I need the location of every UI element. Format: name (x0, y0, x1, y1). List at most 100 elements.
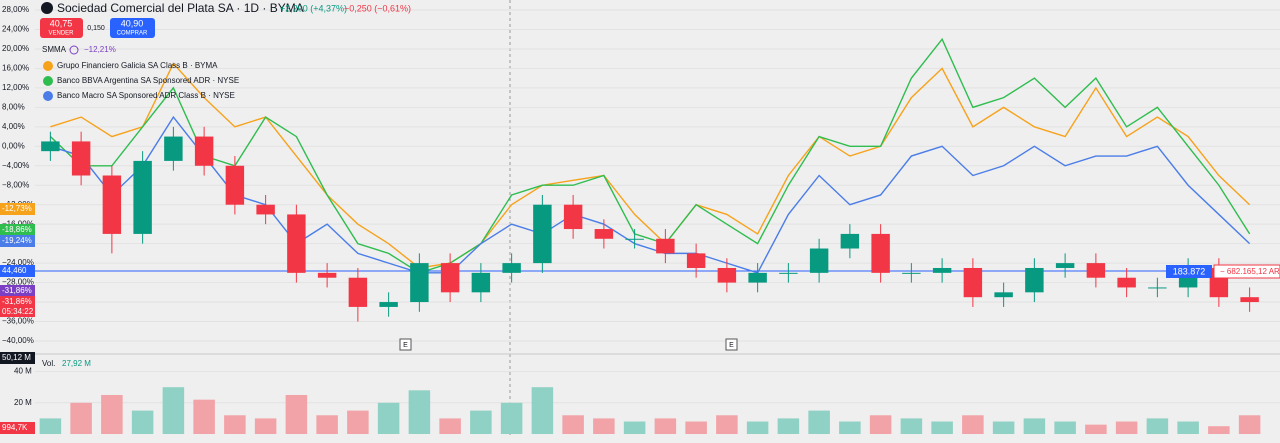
event-label[interactable]: E (403, 342, 408, 349)
symbol-icon (41, 2, 53, 14)
candle-body (256, 204, 275, 215)
volume-bar (685, 421, 707, 434)
volume-bar (654, 418, 677, 434)
y-tick-label: 28,00% (2, 5, 29, 14)
volume-title: Vol. (42, 359, 55, 368)
volume-bar (1023, 418, 1046, 434)
legend-label: Banco Macro SA Sponsored ADR Class B · N… (57, 91, 235, 100)
candle-body (1148, 287, 1167, 289)
volume-value: 27,92 M (62, 359, 91, 368)
comparison-line (49, 37, 1251, 274)
sell-price[interactable]: 40,75 (50, 18, 73, 28)
volume-bar (377, 402, 400, 434)
volume-bar (531, 387, 554, 434)
candle-body (440, 263, 460, 293)
event-marker[interactable] (399, 338, 412, 351)
buy-price[interactable]: 40,90 (121, 18, 144, 28)
candle-body (748, 272, 767, 283)
axis-tag-label: -18,86% (2, 225, 32, 234)
volume-bar (777, 418, 800, 434)
volume-bar (716, 415, 738, 434)
y-tick-label: 40 M (14, 367, 32, 376)
volume-bar (593, 418, 615, 434)
axis-tag-label: 50,12 M (2, 353, 31, 362)
y-tick-label: −24,00% (2, 258, 34, 267)
axis-tag (0, 265, 35, 277)
candle-body (563, 204, 583, 230)
event-label[interactable]: E (729, 342, 734, 349)
candle-body (71, 141, 91, 176)
volume-bar (224, 415, 246, 434)
volume-bar (254, 418, 277, 434)
buy-button[interactable] (110, 18, 155, 38)
volume-bar (1238, 415, 1261, 434)
candle-body (656, 238, 675, 254)
axis-tag (0, 296, 35, 308)
candle-body (717, 267, 737, 283)
volume-bar (1115, 421, 1138, 434)
volume-bar (869, 415, 892, 434)
candle-body (225, 165, 245, 205)
pnl-tag (1213, 264, 1280, 279)
candle-body (625, 238, 644, 240)
volume-bar (316, 415, 338, 434)
candle-body (133, 160, 152, 234)
volume-bar (408, 390, 431, 434)
sell-label[interactable]: VENDER (48, 31, 74, 37)
axis-tag (0, 285, 35, 297)
axis-tag-label: 994,7K (2, 423, 28, 432)
y-tick-label: −16,00% (2, 219, 34, 228)
volume-bar (562, 415, 584, 434)
volume-bar (162, 387, 185, 434)
y-tick-label: 20 M (14, 398, 32, 407)
volume-bar (101, 395, 123, 434)
y-tick-label: 0,00% (2, 141, 25, 150)
y-tick-label: −28,00% (2, 278, 34, 287)
legend-icon (43, 91, 53, 101)
timer-tag (0, 307, 35, 317)
candle-body (779, 272, 798, 274)
volume-bar (439, 418, 461, 434)
volume-bar (808, 410, 830, 434)
buy-label[interactable]: COMPRAR (117, 31, 148, 37)
volume-bar (347, 410, 369, 434)
y-tick-label: −4,00% (2, 161, 29, 170)
candle-body (1086, 263, 1106, 278)
change: +2,200 (+4,37%) (280, 3, 347, 13)
volume-bar (962, 415, 984, 434)
sell-button[interactable] (40, 18, 83, 38)
candle-body (963, 267, 983, 298)
change: −0,250 (−0,61%) (344, 3, 411, 13)
comparison-line (50, 115, 1251, 274)
axis-tag-label: 44,460 (2, 266, 27, 275)
candle-body (164, 136, 183, 161)
candle-body (1240, 297, 1259, 303)
y-tick-label: 8,00% (2, 102, 25, 111)
volume-bar (1085, 424, 1107, 434)
candle-body (194, 136, 214, 166)
volume-bar (131, 410, 154, 434)
volume-bar (285, 395, 308, 434)
candle-body (932, 267, 952, 273)
candle-body (686, 253, 706, 268)
volume-bar (1177, 421, 1199, 434)
legend-label: Grupo Financiero Galicia SA Class B · BY… (57, 61, 218, 70)
candle-body (41, 141, 60, 152)
y-tick-label: −8,00% (2, 180, 29, 189)
volume-bar (39, 418, 62, 434)
axis-tag-label: -31,86% (2, 286, 32, 295)
candle-body (809, 248, 829, 273)
axis-tag-label: -19,24% (2, 236, 32, 245)
candle-body (379, 302, 398, 307)
event-marker[interactable] (725, 338, 738, 351)
volume-bar (900, 418, 923, 434)
candle-body (533, 204, 552, 264)
axis-tag-label: -12,73% (2, 204, 32, 213)
volume-bar (1054, 421, 1076, 434)
candle-body (994, 292, 1013, 298)
candle-body (1117, 277, 1136, 288)
y-tick-label: 12,00% (2, 83, 29, 92)
y-tick-label: 24,00% (2, 25, 29, 34)
axis-tag (0, 422, 35, 434)
